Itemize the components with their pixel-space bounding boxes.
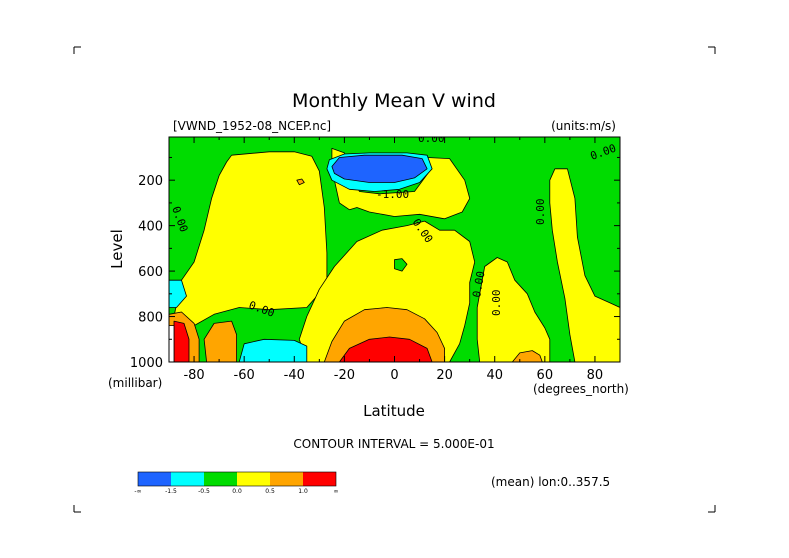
colorbar: -∞ -1.5 -0.5 0.0 0.5 1.0 ∞	[134, 471, 339, 495]
y-tick-label: 400	[138, 220, 163, 235]
plot-area: 0.00 0.00 0.00 0.00 0.00 0.00 0.00 0.00 …	[169, 132, 620, 362]
x-axis-label: Latitude	[363, 402, 425, 420]
y-axis: 200 400 600 800 1000	[130, 156, 620, 371]
region-yellow-left	[173, 151, 328, 327]
x-tick-label: -20	[334, 368, 355, 383]
chart-title: Monthly Mean V wind	[292, 90, 496, 112]
x-tick-label: -40	[284, 368, 305, 383]
colorbar-swatch	[204, 472, 237, 486]
mean-text: (mean) lon:0..357.5	[491, 475, 610, 489]
region-deepblue-upper-mid	[331, 154, 428, 183]
y-tick-label: 200	[138, 174, 163, 189]
colorbar-swatch	[303, 472, 336, 486]
y-tick-label: 600	[138, 265, 163, 280]
region-green-speck-mid	[394, 258, 408, 272]
y-tick-label: 800	[138, 311, 163, 326]
x-tick-label: -60	[234, 368, 255, 383]
y-tick-label: 1000	[130, 356, 163, 371]
colorbar-swatch	[270, 472, 303, 486]
x-tick-label: 60	[537, 368, 554, 383]
contour-interval-text: CONTOUR INTERVAL = 5.000E-01	[293, 437, 494, 451]
x-tick-label: 40	[486, 368, 503, 383]
colorbar-label: -1.5	[165, 488, 177, 495]
contour-label: -1.00	[376, 188, 409, 201]
units-label: (units:m/s)	[551, 119, 616, 133]
x-tick-label: 0	[390, 368, 398, 383]
region-cyan-left-bottom	[238, 338, 308, 362]
colorbar-label: ∞	[334, 488, 339, 495]
contour-label: 0.00	[470, 270, 487, 298]
x-unit-label: (degrees_north)	[533, 382, 629, 396]
crop-marks	[73, 46, 716, 513]
colorbar-swatch	[171, 472, 204, 486]
colorbar-swatch	[138, 472, 171, 486]
dataset-label: [VWND_1952-08_NCEP.nc]	[173, 119, 331, 133]
region-cyan-left-edge	[169, 279, 187, 308]
colorbar-label: -∞	[134, 488, 141, 495]
y-axis-label: Level	[108, 229, 126, 269]
x-tick-label: -80	[183, 368, 204, 383]
colorbar-label: 0.0	[232, 488, 242, 495]
contour-label: 0.00	[490, 290, 503, 317]
colorbar-label: 1.0	[298, 488, 308, 495]
crop-mark-top-left	[73, 46, 81, 54]
region-yellow-right-a	[476, 257, 551, 362]
x-tick-label: 80	[587, 368, 604, 383]
region-red-bottom-mid	[338, 336, 433, 362]
colorbar-label: 0.5	[265, 488, 275, 495]
field-regions	[169, 147, 620, 362]
contour-label: 0.00	[534, 199, 547, 226]
region-orange-left	[203, 320, 238, 362]
region-orange-speck	[296, 178, 305, 186]
crop-mark-bottom-left	[73, 505, 81, 513]
region-yellow-right-b	[549, 168, 620, 362]
crop-mark-bottom-right	[708, 505, 716, 513]
colorbar-swatch	[237, 472, 270, 486]
colorbar-label: -0.5	[198, 488, 210, 495]
x-axis: -80 -60 -40 -20 0 20 40 60 80	[168, 137, 621, 383]
region-yellow-upper-mid	[331, 147, 471, 220]
region-white-left-edge	[169, 325, 175, 362]
y-unit-label: (millibar)	[108, 376, 162, 390]
contour-label: 0.00	[418, 132, 445, 145]
crop-mark-top-right	[708, 46, 716, 54]
x-tick-label: 20	[436, 368, 453, 383]
colorbar-frame	[137, 471, 337, 487]
